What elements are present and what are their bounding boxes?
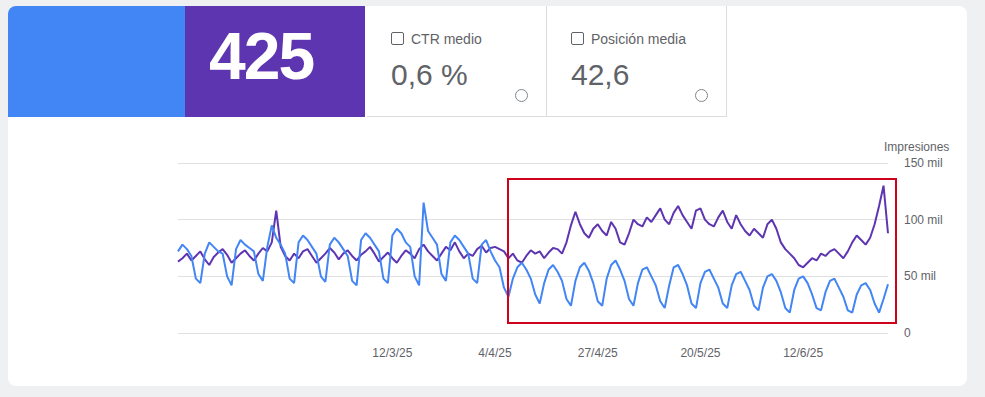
html-text:42,6: 42,6 — [571, 58, 630, 91]
svg-text:150 mil: 150 mil — [904, 156, 943, 170]
svg-text:50 mil: 50 mil — [904, 269, 936, 283]
svg-text:27/4/25: 27/4/25 — [578, 346, 618, 360]
svg-text:12/3/25: 12/3/25 — [372, 346, 412, 360]
svg-text:12/6/25: 12/6/25 — [783, 346, 823, 360]
svg-text:0: 0 — [904, 326, 911, 340]
svg-text:20/5/25: 20/5/25 — [680, 346, 720, 360]
html-text:Posición media: Posición media — [591, 31, 686, 47]
svg-text:100 mil: 100 mil — [904, 213, 943, 227]
html-text:0,6 %: 0,6 % — [391, 58, 468, 91]
html-text:CTR medio: CTR medio — [411, 31, 482, 47]
svg-text:4/4/25: 4/4/25 — [478, 346, 512, 360]
svg-text:Impresiones: Impresiones — [884, 140, 949, 154]
html-text:425: 425 — [209, 19, 314, 93]
